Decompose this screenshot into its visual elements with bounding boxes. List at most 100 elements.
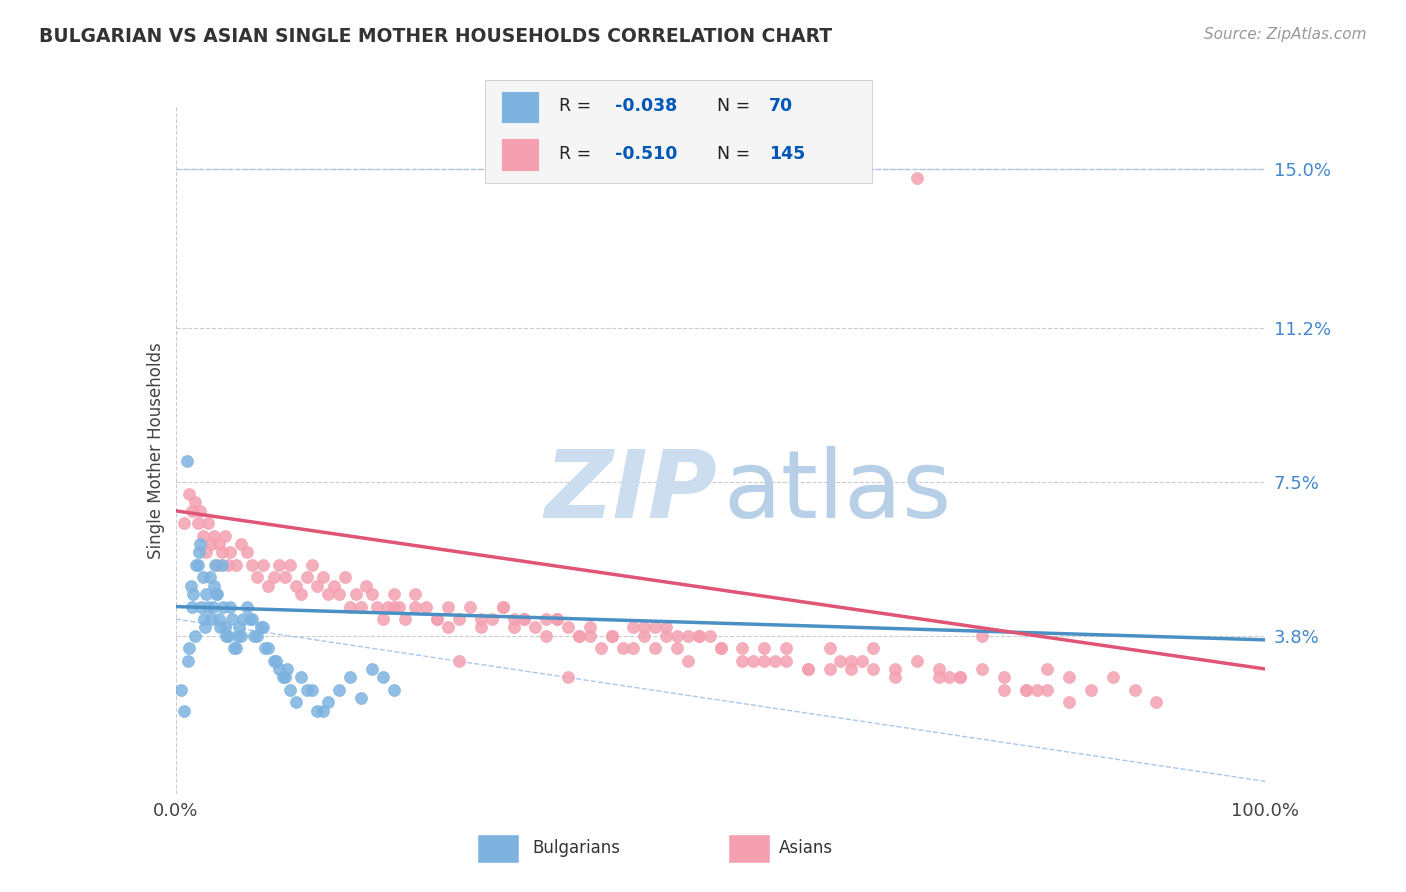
Point (226, 629, 249, 643)
Point (202, 579, 225, 593)
Point (276, 662, 298, 676)
Point (176, 454, 198, 468)
Point (731, 641, 754, 656)
Point (579, 620, 602, 634)
Point (263, 570, 285, 584)
Point (371, 612, 394, 626)
Point (905, 654, 928, 668)
Point (993, 682, 1015, 697)
Point (851, 654, 873, 668)
Point (1025, 682, 1047, 697)
Point (278, 558, 301, 572)
Point (830, 654, 852, 668)
Point (188, 537, 211, 551)
Point (200, 537, 222, 551)
Point (579, 629, 602, 643)
Point (225, 558, 247, 572)
Point (197, 599, 219, 614)
Point (546, 612, 568, 626)
Point (188, 504, 211, 518)
Point (513, 612, 536, 626)
Point (211, 599, 233, 614)
Point (243, 629, 266, 643)
Point (307, 579, 329, 593)
Point (676, 629, 699, 643)
Point (232, 612, 254, 626)
Point (219, 599, 242, 614)
Text: 145: 145 (769, 145, 806, 162)
Point (328, 587, 350, 601)
Point (221, 612, 243, 626)
Point (240, 558, 263, 572)
Point (269, 558, 291, 572)
Point (240, 612, 263, 626)
Point (688, 629, 710, 643)
Point (194, 620, 217, 634)
Point (322, 579, 344, 593)
Point (1036, 662, 1059, 676)
Point (339, 599, 361, 614)
Point (775, 654, 797, 668)
Point (235, 599, 257, 614)
Text: 70: 70 (769, 97, 793, 115)
Point (502, 620, 524, 634)
Point (318, 587, 340, 601)
Point (214, 529, 236, 543)
Point (382, 682, 405, 697)
Point (972, 662, 994, 676)
Point (205, 558, 228, 572)
Point (177, 487, 200, 501)
Point (1080, 682, 1102, 697)
Point (600, 629, 623, 643)
Point (884, 670, 907, 684)
Point (600, 629, 623, 643)
Point (818, 641, 841, 656)
Point (295, 570, 318, 584)
Point (928, 662, 950, 676)
Point (938, 670, 960, 684)
Point (184, 629, 207, 643)
Point (195, 587, 218, 601)
Point (217, 558, 239, 572)
Point (492, 599, 515, 614)
Point (193, 612, 215, 626)
Point (228, 620, 250, 634)
Text: R =: R = (558, 97, 596, 115)
Point (841, 662, 863, 676)
Point (949, 670, 972, 684)
Point (382, 599, 405, 614)
Text: Bulgarians: Bulgarians (533, 839, 620, 857)
Point (312, 704, 335, 718)
Point (181, 504, 204, 518)
Point (231, 629, 253, 643)
Point (884, 662, 907, 676)
Point (219, 545, 242, 559)
Point (470, 612, 492, 626)
Point (818, 662, 841, 676)
Text: atlas: atlas (724, 446, 952, 538)
Point (333, 570, 356, 584)
Point (209, 620, 232, 634)
FancyBboxPatch shape (728, 834, 770, 863)
Point (1059, 670, 1081, 684)
Point (257, 641, 280, 656)
Point (710, 641, 733, 656)
Point (361, 662, 384, 676)
Point (211, 545, 233, 559)
Point (301, 682, 323, 697)
Point (688, 629, 710, 643)
Point (557, 620, 579, 634)
Point (328, 682, 350, 697)
Point (269, 662, 291, 676)
Point (278, 682, 301, 697)
FancyBboxPatch shape (501, 91, 538, 123)
FancyBboxPatch shape (477, 834, 519, 863)
Point (170, 682, 193, 697)
Point (344, 587, 367, 601)
Point (191, 570, 214, 584)
Point (534, 629, 557, 643)
Text: N =: N = (717, 97, 756, 115)
Text: -0.038: -0.038 (614, 97, 676, 115)
Point (568, 629, 591, 643)
Point (307, 704, 329, 718)
